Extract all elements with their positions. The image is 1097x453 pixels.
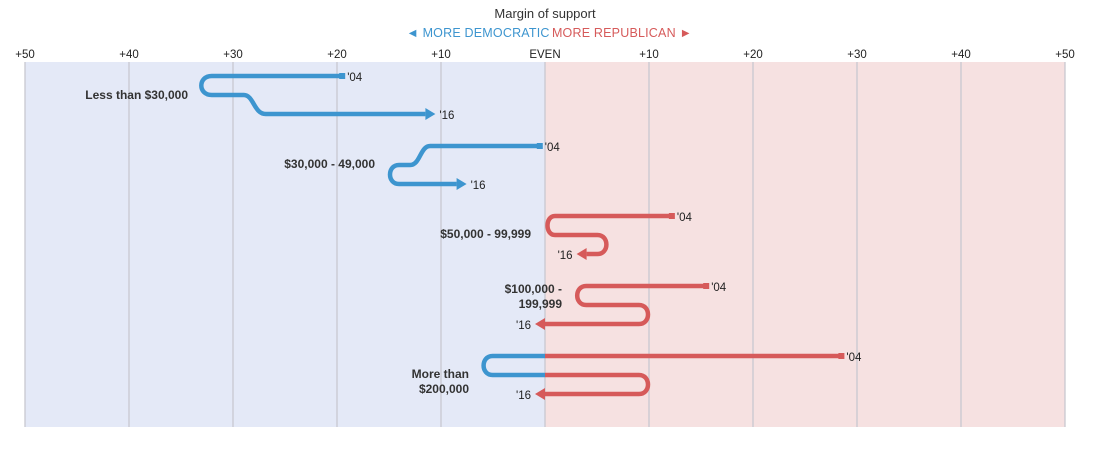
group-label: $200,000: [419, 382, 469, 396]
year-label-16: '16: [558, 250, 573, 262]
year-label-16: '16: [516, 320, 531, 332]
tick-label: +40: [119, 49, 139, 61]
group-label: $30,000 - 49,000: [284, 157, 375, 171]
series-paths: [199, 73, 845, 400]
end-arrow: [535, 318, 545, 330]
legend-more-republican: MORE REPUBLICAN ►: [552, 26, 692, 40]
tick-label: +10: [431, 49, 451, 61]
start-marker: [536, 143, 543, 149]
year-label-16: '16: [516, 390, 531, 402]
start-marker: [339, 73, 346, 79]
year-label-16: '16: [471, 180, 486, 192]
year-label-04: '04: [711, 282, 727, 294]
tick-label: +50: [1055, 49, 1075, 61]
tick-label: +10: [639, 49, 659, 61]
tick-label: +20: [743, 49, 763, 61]
group-label: More than: [412, 367, 469, 381]
republican-side-panel: [545, 62, 1065, 427]
tick-label: +50: [15, 49, 35, 61]
series-path: [545, 283, 707, 327]
series-path: [387, 143, 540, 187]
group-label: 199,999: [519, 297, 563, 311]
end-arrow: [456, 178, 467, 190]
group-label: $100,000 -: [505, 282, 562, 296]
group-label: Less than $30,000: [85, 88, 188, 102]
series-path: [545, 372, 651, 397]
background-panels: [25, 62, 1065, 427]
democratic-side-panel: [25, 62, 545, 427]
start-marker: [668, 213, 675, 219]
series-path: [481, 353, 545, 378]
year-label-04: '04: [545, 142, 561, 154]
tick-label: +40: [951, 49, 971, 61]
group-label: $50,000 - 99,999: [440, 227, 531, 241]
year-label-04: '04: [347, 72, 363, 84]
axis-tick-labels: +50 +40 +30 +20 +10 EVEN +10 +20 +30 +40 +50: [15, 49, 1075, 61]
year-label-16: '16: [439, 110, 454, 122]
start-marker: [838, 353, 845, 359]
series-path: [545, 213, 672, 257]
end-arrow: [576, 248, 587, 260]
year-label-04: '04: [846, 352, 862, 364]
tick-label: EVEN: [529, 49, 560, 61]
year-label-04: '04: [677, 212, 693, 224]
start-marker: [703, 283, 710, 289]
grid-lines: [24, 62, 1066, 427]
legend-more-democratic: ◄ MORE DEMOCRATIC: [406, 26, 549, 40]
axis-title: Margin of support: [494, 6, 596, 21]
series-path: [199, 73, 426, 117]
tick-label: +30: [847, 49, 867, 61]
tick-label: +30: [223, 49, 243, 61]
end-arrow: [535, 388, 545, 400]
end-arrow: [425, 108, 436, 120]
series-labels: '04 '16 Less than $30,000 '04 '16 $30,000 - 4…: [85, 72, 862, 402]
tick-label: +20: [327, 49, 347, 61]
